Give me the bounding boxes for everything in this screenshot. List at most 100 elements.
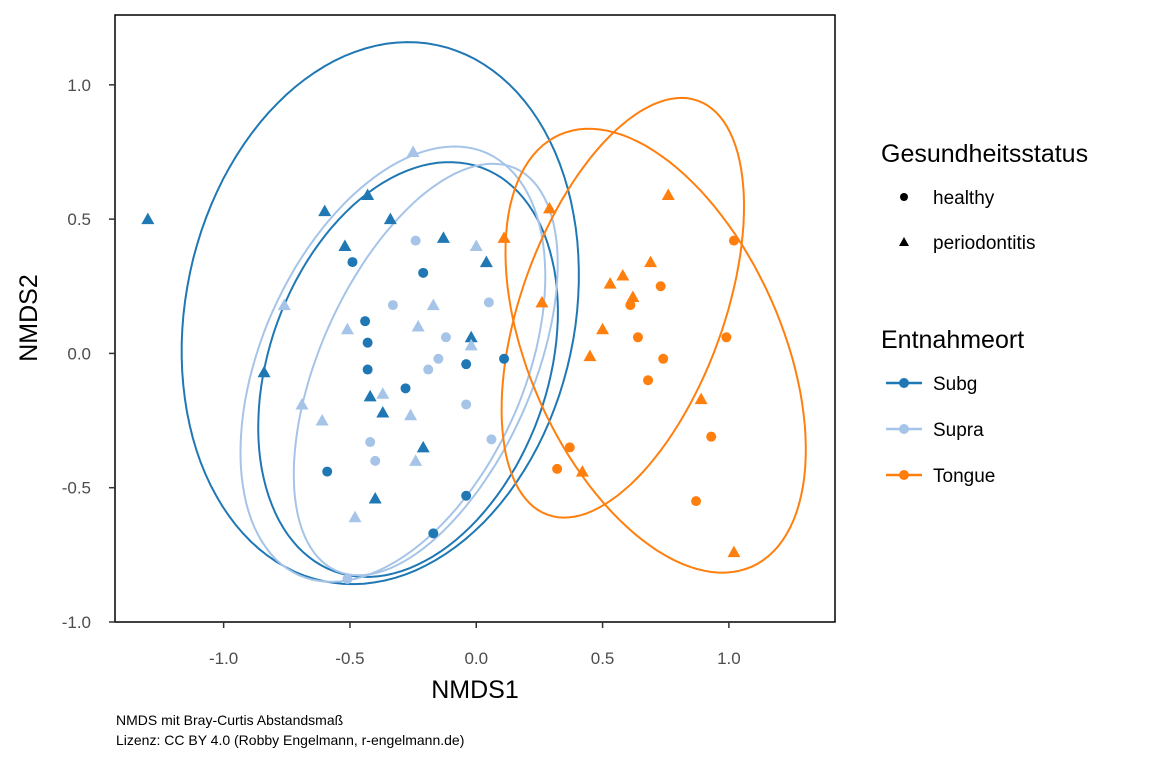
point-supra-periodontitis [469, 239, 483, 251]
point-tongue-healthy [728, 235, 739, 246]
point-subg-healthy [428, 528, 439, 539]
point-supra-healthy [342, 574, 353, 585]
point-tongue-healthy [721, 332, 732, 343]
point-supra-periodontitis [376, 387, 390, 399]
point-supra-periodontitis [404, 408, 418, 421]
point-tongue-periodontitis [661, 188, 675, 200]
ellipse-layer [180, 41, 807, 586]
legend-key-subg [886, 378, 922, 388]
legend-gesundheitsstatus: Gesundheitsstatus healthy periodontitis [881, 140, 1088, 254]
point-tongue-periodontitis [583, 349, 597, 362]
legend-label-periodontitis: periodontitis [933, 233, 1035, 254]
point-supra-healthy [410, 235, 421, 246]
point-supra-periodontitis [277, 298, 291, 311]
y-axis-title: NMDS2 [15, 274, 43, 362]
point-tongue-periodontitis [727, 545, 741, 558]
point-subg-periodontitis [376, 406, 390, 418]
y-axis: -1.0 -0.5 0.0 0.5 1.0 [62, 76, 115, 632]
point-tongue-periodontitis [626, 290, 640, 303]
ellipse-tongue-healthy [504, 127, 807, 574]
caption-line-2: Lizenz: CC BY 4.0 (Robby Engelmann, r-en… [116, 732, 464, 748]
point-supra-healthy [461, 399, 472, 410]
point-supra-periodontitis [406, 145, 420, 157]
point-tongue-healthy [658, 353, 669, 364]
point-supra-healthy [433, 353, 444, 364]
point-tongue-periodontitis [596, 322, 610, 335]
point-subg-periodontitis [368, 491, 382, 504]
point-tongue-periodontitis [575, 465, 589, 477]
x-tick-label: -0.5 [335, 649, 364, 668]
point-supra-periodontitis [340, 322, 354, 335]
point-supra-periodontitis [295, 397, 309, 410]
legend-label-supra: Supra [933, 420, 984, 441]
point-subg-periodontitis [383, 212, 397, 225]
ellipse-subg-healthy [257, 161, 559, 578]
caption-line-1: NMDS mit Bray-Curtis Abstandsmaß [116, 712, 343, 728]
point-tongue-periodontitis [603, 277, 617, 289]
point-tongue-periodontitis [535, 295, 549, 308]
point-supra-healthy [440, 332, 451, 343]
point-subg-periodontitis [361, 188, 375, 200]
legend-key-tongue [886, 470, 922, 480]
point-subg-periodontitis [257, 365, 271, 378]
legend-label-tongue: Tongue [933, 466, 995, 487]
point-subg-healthy [360, 316, 371, 327]
point-supra-healthy [423, 364, 434, 375]
point-subg-healthy [362, 337, 373, 348]
point-tongue-healthy [643, 375, 654, 386]
point-tongue-periodontitis [694, 392, 708, 405]
point-subg-healthy [418, 267, 429, 278]
point-supra-periodontitis [348, 510, 362, 523]
legend-title-status: Gesundheitsstatus [881, 140, 1088, 168]
point-subg-periodontitis [141, 212, 155, 225]
point-subg-healthy [499, 353, 510, 364]
point-supra-healthy [370, 455, 381, 466]
x-axis-title: NMDS1 [431, 676, 519, 704]
points-layer [141, 145, 741, 585]
legend-entnahmeort: Entnahmeort Subg Supra Tongue [881, 326, 1024, 487]
legend-key-healthy-circle-icon [900, 193, 908, 201]
plot-panel-border [114, 14, 836, 623]
point-supra-periodontitis [426, 298, 440, 311]
ellipse-tongue-periodontitis [500, 96, 746, 519]
ellipse-supra-periodontitis [239, 145, 547, 583]
point-subg-periodontitis [363, 389, 377, 402]
point-supra-periodontitis [464, 338, 478, 351]
point-supra-healthy [486, 434, 497, 445]
y-tick-label: 0.0 [67, 344, 91, 363]
point-tongue-healthy [691, 496, 702, 507]
point-subg-periodontitis [338, 239, 352, 251]
ellipse-subg-periodontitis [180, 41, 580, 586]
point-supra-healthy [483, 297, 494, 308]
point-tongue-periodontitis [616, 269, 630, 281]
y-tick-label: -1.0 [62, 613, 91, 632]
point-tongue-healthy [552, 463, 563, 474]
point-tongue-periodontitis [497, 231, 511, 243]
point-subg-periodontitis [479, 255, 493, 268]
y-tick-label: -0.5 [62, 479, 91, 498]
point-tongue-healthy [625, 300, 636, 311]
point-supra-periodontitis [409, 454, 423, 466]
legend-key-supra [886, 424, 922, 434]
x-tick-label: -1.0 [209, 649, 238, 668]
y-tick-label: 0.5 [67, 210, 91, 229]
point-tongue-periodontitis [543, 201, 557, 214]
legend-label-subg: Subg [933, 374, 977, 395]
point-supra-healthy [365, 437, 376, 448]
x-tick-label: 0.0 [464, 649, 488, 668]
point-tongue-healthy [655, 281, 666, 292]
point-supra-periodontitis [315, 414, 329, 426]
x-tick-label: 1.0 [717, 649, 741, 668]
legend-label-healthy: healthy [933, 188, 995, 209]
point-subg-healthy [347, 257, 358, 268]
x-tick-label: 0.5 [591, 649, 615, 668]
legend-key-periodontitis-triangle-icon [899, 237, 909, 246]
point-subg-healthy [362, 364, 373, 375]
point-tongue-healthy [564, 442, 575, 453]
x-axis: -1.0 -0.5 0.0 0.5 1.0 [209, 622, 741, 668]
point-subg-periodontitis [464, 330, 478, 343]
point-subg-healthy [461, 359, 472, 370]
point-subg-periodontitis [416, 440, 430, 453]
point-subg-healthy [322, 466, 333, 477]
